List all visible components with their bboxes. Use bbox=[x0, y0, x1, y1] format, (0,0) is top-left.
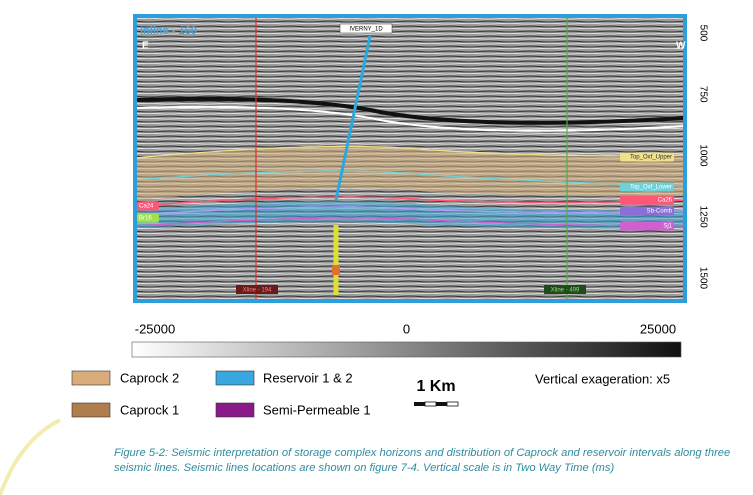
legend-label: Caprock 1 bbox=[120, 402, 179, 417]
horizon-name: Ca26 bbox=[658, 198, 673, 204]
horizon-name: Top_Oxf_Upper bbox=[630, 155, 672, 161]
inline-label: Inline - 160 bbox=[140, 25, 197, 37]
horizon-label: Ca26 bbox=[620, 195, 674, 205]
horizon-name: Ca24 bbox=[139, 204, 154, 210]
well-label: IVERNY_1D bbox=[349, 27, 383, 33]
horizon-name: Sb-Comb bbox=[647, 209, 673, 215]
scale-bar bbox=[414, 401, 459, 407]
xline-label: Xline - 194 bbox=[243, 288, 272, 294]
legend-label: Caprock 2 bbox=[120, 370, 179, 385]
label-bg bbox=[137, 213, 159, 223]
label-bg bbox=[137, 201, 159, 211]
seismic-section: IVERNY_1D Inline - 160 E W Xline - 194 X… bbox=[133, 14, 687, 303]
direction-right: W bbox=[676, 41, 686, 52]
time-tick-label: 1500 bbox=[697, 267, 708, 290]
legend-label: Reservoir 1 & 2 bbox=[263, 370, 353, 385]
time-tick-label: 750 bbox=[697, 86, 708, 103]
label-bg bbox=[620, 206, 674, 216]
exaggeration: Vertical exageration: x5 bbox=[535, 371, 670, 386]
direction-left: E bbox=[142, 41, 149, 52]
time-axis: 500 750 1000 1250 1500 bbox=[697, 25, 708, 290]
colorbar: -25000 0 25000 bbox=[131, 321, 682, 358]
legend: Caprock 2 Reservoir 1 & 2 Caprock 1 Semi… bbox=[71, 370, 371, 417]
horizon-label: Sj1 bbox=[620, 221, 674, 231]
decor-arc bbox=[0, 418, 61, 495]
legend-label: Semi-Permeable 1 bbox=[263, 402, 371, 417]
label-bg bbox=[620, 182, 674, 192]
horizon-labels: Top_Oxf_Upper Top_Oxf_Lower Ca26 Sb-Comb Sj1… bbox=[137, 152, 674, 231]
time-tick-label: 1000 bbox=[697, 144, 708, 167]
caption: Figure 5-2: Seismic interpretation of st… bbox=[114, 447, 731, 474]
colorbar-tick-label: 0 bbox=[403, 321, 410, 336]
time-tick-label: 500 bbox=[697, 25, 708, 42]
scale-bar-label: 1 Km bbox=[416, 378, 455, 395]
label-bg bbox=[620, 195, 674, 205]
label-bg bbox=[620, 221, 674, 231]
horizon-name: Sj1 bbox=[663, 224, 672, 230]
horizon-label: Top_Oxf_Upper bbox=[620, 152, 674, 162]
time-tick-label: 1250 bbox=[697, 206, 708, 229]
xline-label: Xline - 499 bbox=[551, 288, 580, 294]
horizon-name: Top_Oxf_Lower bbox=[630, 185, 672, 191]
horizon-label: Top_Oxf_Lower bbox=[620, 182, 674, 192]
label-bg bbox=[620, 152, 674, 162]
horizon-label: Sb-Comb bbox=[620, 206, 674, 216]
horizon-name: Br16 bbox=[139, 216, 152, 222]
colorbar-tick-label: 25000 bbox=[640, 321, 676, 336]
colorbar-tick-label: -25000 bbox=[135, 321, 175, 336]
